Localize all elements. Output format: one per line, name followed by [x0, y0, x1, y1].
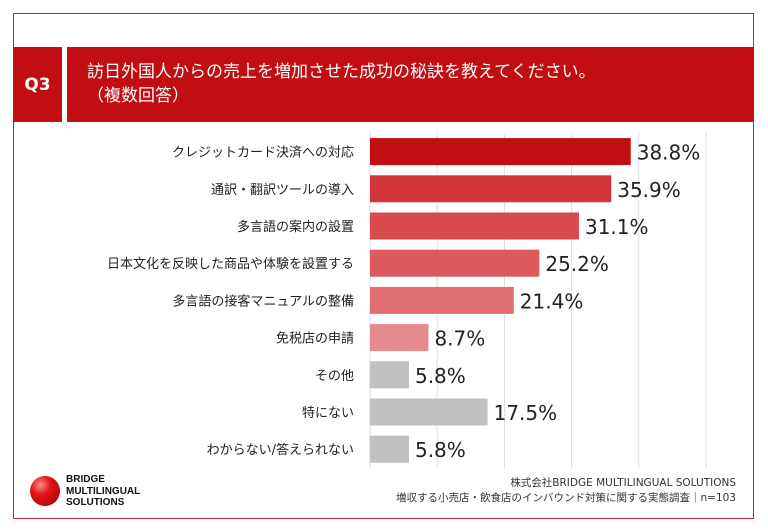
bar [370, 212, 579, 240]
value-label: 35.9% [617, 178, 681, 202]
category-label: その他 [315, 369, 354, 384]
value-label: 21.4% [520, 289, 584, 313]
logo-line-1: BRIDGE [66, 474, 105, 485]
category-label: 多言語の案内の設置 [237, 219, 354, 235]
value-label: 5.8% [415, 438, 466, 462]
bar [370, 324, 429, 352]
question-header: 訪日外国人からの売上を増加させた成功の秘訣を教えてください。 （複数回答） [67, 47, 754, 122]
value-label: 38.8% [637, 141, 701, 165]
category-label: 免税店の申請 [276, 332, 354, 347]
source-company: 株式会社BRIDGE MULTILINGUAL SOLUTIONS [510, 477, 736, 489]
value-label: 31.1% [585, 215, 649, 239]
category-label: 多言語の接客マニュアルの整備 [172, 293, 354, 309]
value-label: 17.5% [494, 401, 558, 425]
question-text: 訪日外国人からの売上を増加させた成功の秘訣を教えてください。 （複数回答） [87, 62, 596, 106]
category-label: クレジットカード決済への対応 [172, 145, 354, 161]
bar [370, 361, 409, 389]
logo-text: BRIDGE MULTILINGUAL SOLUTIONS [66, 474, 140, 509]
value-label: 5.8% [415, 364, 466, 388]
bar [370, 435, 409, 463]
logo-line-3: SOLUTIONS [66, 497, 125, 508]
category-label: わからない/答えられない [207, 442, 354, 458]
bar [370, 138, 631, 166]
question-tag: Q3 [13, 47, 62, 122]
logo-line-2: MULTILINGUAL [66, 485, 141, 497]
value-label: 8.7% [434, 327, 485, 351]
category-label: 通訳・翻訳ツールの導入 [211, 183, 354, 198]
source-note: 株式会社BRIDGE MULTILINGUAL SOLUTIONS 増収する小売… [396, 476, 736, 506]
bar [370, 398, 488, 426]
category-label: 日本文化を反映した商品や体験を設置する [107, 256, 354, 272]
bar [370, 249, 540, 277]
source-survey: 増収する小売店・飲食店のインバウンド対策に関する実態調査｜n=103 [396, 492, 736, 504]
value-label: 25.2% [545, 252, 609, 276]
logo-ball-icon [30, 476, 60, 506]
category-label: 特にない [302, 406, 354, 421]
bar [370, 175, 612, 203]
company-logo: BRIDGE MULTILINGUAL SOLUTIONS [30, 472, 170, 512]
bar [370, 286, 514, 314]
